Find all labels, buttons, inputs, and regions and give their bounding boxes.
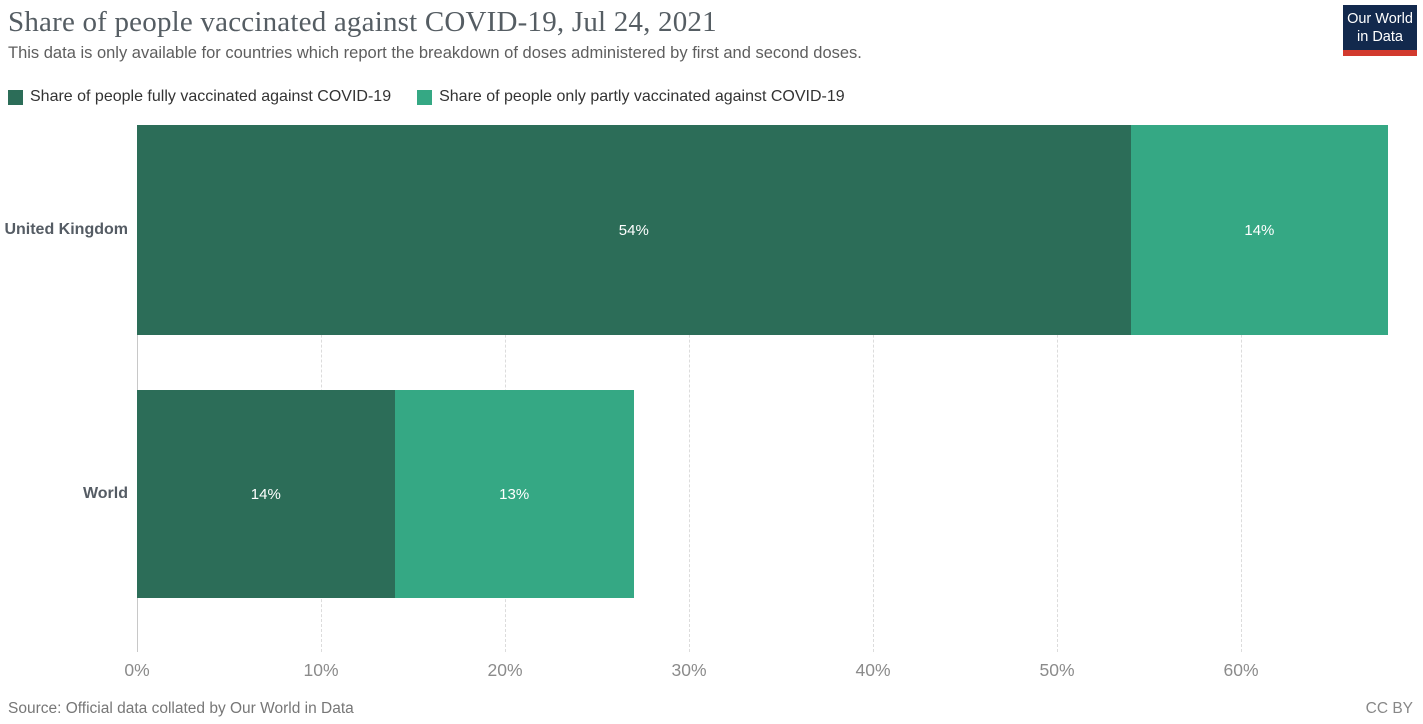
gridline (505, 125, 506, 652)
x-tick-label: 10% (303, 660, 339, 680)
x-tick-label: 40% (855, 660, 891, 680)
bar-segment-partly-united-kingdom[interactable]: 14% (1130, 125, 1389, 335)
chart-title: Share of people vaccinated against COVID… (8, 6, 717, 38)
x-tick-label: 30% (671, 660, 707, 680)
gridline (873, 125, 874, 652)
gridline (1057, 125, 1058, 652)
owid-logo-line1: Our World (1347, 11, 1413, 27)
legend-label: Share of people only partly vaccinated a… (439, 88, 845, 105)
legend-swatch-icon (8, 89, 23, 105)
gridline (689, 125, 690, 652)
gridline (1241, 125, 1242, 652)
bar-segment-fully-united-kingdom[interactable]: 54% (137, 125, 1131, 335)
source-note: Source: Official data collated by Our Wo… (8, 700, 354, 717)
legend-item-0: Share of people fully vaccinated against… (8, 88, 391, 106)
bar-row-world: World 14% 13% (83, 390, 1402, 598)
axis-zero-line (137, 125, 138, 652)
bar-row-united-kingdom: United Kingdom 54% 14% (4, 125, 1402, 335)
owid-logo-line2: in Data (1357, 29, 1403, 46)
plot-area: 0% 10% 20% 30% 40% 50% 60% United Kingdom 54% 14%… (4, 125, 1402, 680)
bar-segment-fully-world[interactable]: 14% (137, 390, 395, 598)
bar-segment-partly-world[interactable]: 13% (394, 390, 634, 598)
gridline (321, 125, 322, 652)
x-tick-label: 60% (1223, 660, 1259, 680)
x-tick-label: 50% (1039, 660, 1075, 680)
bar-value-label: 14% (1244, 221, 1275, 239)
bar-value-label: 13% (499, 485, 530, 503)
chart-legend: Share of people fully vaccinated against… (8, 88, 845, 106)
bar-value-label: 54% (618, 221, 649, 239)
entity-label: World (82, 485, 128, 502)
chart-footer: Source: Official data collated by Our Wo… (8, 700, 1413, 718)
x-tick-label: 0% (124, 660, 150, 680)
owid-logo[interactable]: Our World in Data (1343, 5, 1417, 57)
bar-value-label: 14% (250, 485, 281, 503)
license-link[interactable]: CC BY (1365, 700, 1413, 717)
legend-label: Share of people fully vaccinated against… (30, 88, 392, 105)
entity-label: United Kingdom (4, 221, 128, 238)
chart-subtitle: This data is only available for countrie… (8, 44, 862, 62)
legend-swatch-icon (417, 89, 433, 105)
legend-item-1: Share of people only partly vaccinated a… (417, 88, 845, 106)
x-tick-label: 20% (487, 660, 523, 680)
